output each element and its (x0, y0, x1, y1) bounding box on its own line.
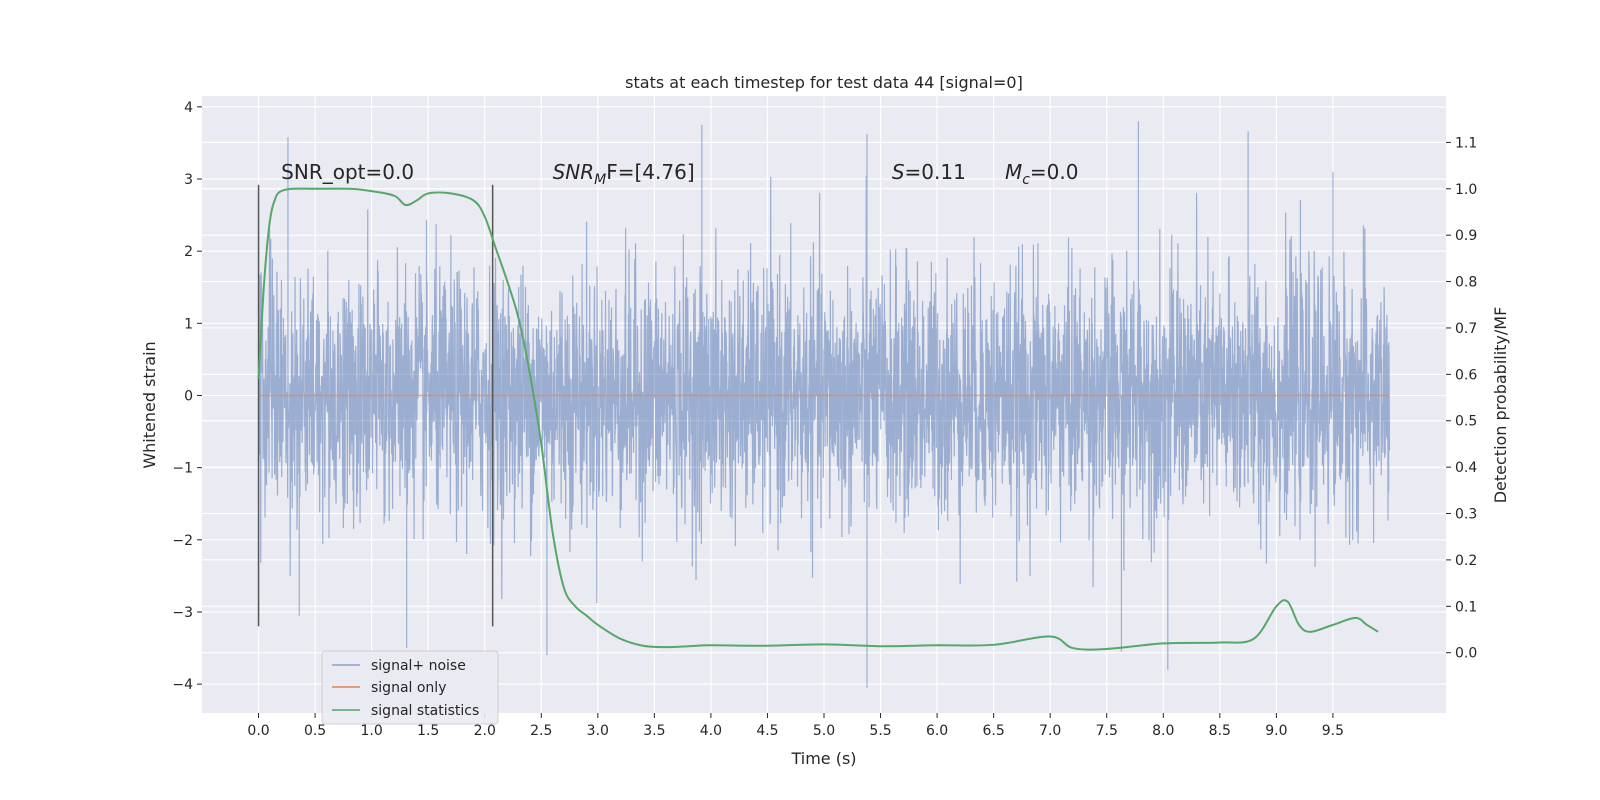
legend: signal+ noise signal only signal statist… (321, 650, 499, 725)
x-tick-label: 7.5 (1096, 723, 1118, 739)
y2-tick-label: 0.0 (1455, 646, 1477, 662)
vertical-markers (257, 184, 494, 627)
y-tick-label: −3 (172, 605, 193, 621)
y2-tick-label: 0.7 (1455, 321, 1477, 337)
signal-statistics-line (257, 187, 1379, 651)
x-tick-label: 9.5 (1322, 723, 1344, 739)
y2-tick-label: 0.6 (1455, 367, 1477, 383)
y2-tick-label: 1.1 (1455, 135, 1477, 151)
x-tick-label: 8.5 (1209, 723, 1231, 739)
x-tick-label: 0.5 (304, 723, 326, 739)
x-tick-label: 4.5 (756, 723, 778, 739)
x-tick-label: 3.0 (587, 723, 609, 739)
y-tick-label: 1 (184, 316, 193, 332)
y2-tick-label: 1.0 (1455, 182, 1477, 198)
annotation-text: SNRMF=[4.76] (553, 160, 695, 188)
x-tick-label: 0.0 (247, 723, 269, 739)
y-axis-label: Whitened strain (140, 341, 159, 468)
y-tick-label: 3 (184, 172, 193, 188)
x-tick-label: 5.5 (869, 723, 891, 739)
annotations: SNR_opt=0.0 SNRMF=[4.76] S=0.11 Mc=0.0 (281, 160, 1078, 188)
x-tick-label: 1.0 (361, 723, 383, 739)
x-tick-label: 8.0 (1152, 723, 1174, 739)
y2-tick-label: 0.9 (1455, 228, 1477, 244)
plot-area (257, 121, 1391, 688)
y-tick-label: −1 (172, 461, 193, 477)
noise-line (257, 121, 1391, 688)
x-axis-label: Time (s) (790, 749, 856, 768)
legend-label-signal-statistics: signal statistics (371, 703, 479, 719)
y2-tick-label: 0.8 (1455, 275, 1477, 291)
legend-box (321, 650, 499, 725)
y2-tick-label: 0.1 (1455, 599, 1477, 615)
y-tick-label: 4 (184, 100, 193, 116)
x-tick-label: 6.5 (983, 723, 1005, 739)
series-signal-statistics (257, 187, 1379, 651)
y-tick-label: −2 (172, 533, 193, 549)
y2-axis-ticks: 0.0 0.1 0.2 0.3 0.4 0.5 0.6 0.7 0.8 0.9 1.0 1.1 (1446, 135, 1477, 662)
annotation-text: SNR_opt=0.0 (281, 160, 414, 184)
y-tick-label: 2 (184, 244, 193, 260)
y2-tick-label: 0.2 (1455, 553, 1477, 569)
annotation-text: Mc=0.0 (1005, 160, 1079, 188)
y-axis-ticks: −4 −3 −2 −1 0 1 2 3 4 (172, 100, 202, 693)
x-tick-label: 2.0 (474, 723, 496, 739)
x-tick-label: 2.5 (530, 723, 552, 739)
x-tick-label: 4.0 (700, 723, 722, 739)
y-tick-label: 0 (184, 388, 193, 404)
y2-tick-label: 0.3 (1455, 507, 1477, 523)
series-signal-noise (257, 121, 1391, 688)
legend-label-signal-only: signal only (371, 680, 446, 696)
y2-axis-label: Detection probability/MF (1491, 307, 1510, 504)
y2-tick-label: 0.4 (1455, 460, 1477, 476)
chart-title: stats at each timestep for test data 44 … (625, 73, 1023, 92)
x-tick-label: 6.0 (926, 723, 948, 739)
x-axis-ticks: 0.0 0.5 1.0 1.5 2.0 2.5 3.0 3.5 4.0 4.5 5.0 5.5 6.0 6… (247, 713, 1344, 739)
x-tick-label: 7.0 (1039, 723, 1061, 739)
x-tick-label: 9.0 (1265, 723, 1287, 739)
x-tick-label: 3.5 (643, 723, 665, 739)
annotation-text: S=0.11 (892, 160, 966, 184)
x-tick-label: 5.0 (813, 723, 835, 739)
legend-label-signal-noise: signal+ noise (371, 658, 466, 674)
y2-tick-label: 0.5 (1455, 414, 1477, 430)
y-tick-label: −4 (172, 677, 193, 693)
x-tick-label: 1.5 (417, 723, 439, 739)
